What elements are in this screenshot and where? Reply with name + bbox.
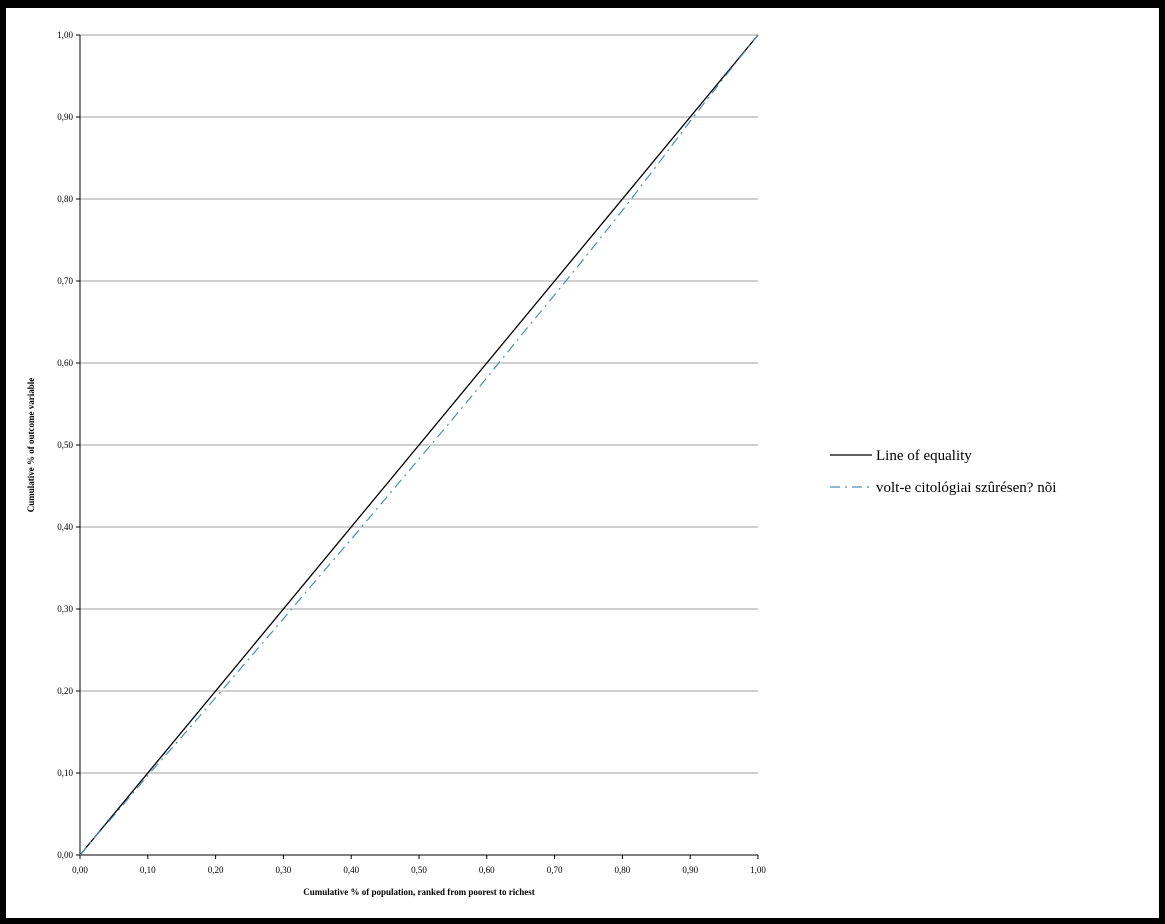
y-tick-label: 0,40	[57, 522, 73, 532]
legend-label-line-of-equality: Line of equality	[876, 448, 972, 464]
x-tick-label: 0,00	[72, 865, 88, 875]
x-tick-label: 0,50	[411, 865, 427, 875]
axes: 0,00 0,10 0,20 0,30 0,40 0,50 0,60 0,70 0,80 0,90…	[57, 30, 766, 875]
legend-label-cytology-screening: volt-e citológiai szûrésen? nõi	[876, 480, 1056, 496]
y-tick-label: 1,00	[57, 30, 73, 40]
y-tick-label: 0,60	[57, 358, 73, 368]
x-axis-title: Cumulative % of population, ranked from …	[303, 887, 534, 897]
x-tick-label: 0,90	[682, 865, 698, 875]
x-tick-label: 0,40	[343, 865, 359, 875]
y-tick-label: 0,80	[57, 194, 73, 204]
series-lines	[79, 34, 759, 856]
y-tick-label: 0,20	[57, 686, 73, 696]
legend: Line of equality volt-e citológiai szûré…	[830, 448, 1056, 496]
y-tick-label: 0,50	[57, 440, 73, 450]
y-tick-label: 0,10	[57, 768, 73, 778]
chart-area: 0,00 0,10 0,20 0,30 0,40 0,50 0,60 0,70 0,80 0,90…	[6, 8, 1159, 918]
x-tick-label: 0,70	[547, 865, 563, 875]
y-tick-label: 0,90	[57, 112, 73, 122]
x-tick-label: 0,30	[276, 865, 292, 875]
y-tick-label: 0,70	[57, 276, 73, 286]
x-tick-label: 0,60	[479, 865, 495, 875]
x-tick-label: 0,10	[140, 865, 156, 875]
y-axis-title: Cumulative % of outcome variable	[26, 378, 36, 512]
x-tick-label: 1,00	[750, 865, 766, 875]
y-tick-label: 0,30	[57, 604, 73, 614]
x-tick-label: 0,80	[615, 865, 631, 875]
gridlines	[80, 34, 758, 774]
y-tick-label: 0,00	[57, 850, 73, 860]
lorenz-concentration-chart: 0,00 0,10 0,20 0,30 0,40 0,50 0,60 0,70 0,80 0,90…	[26, 30, 1056, 897]
series-line-0	[79, 34, 759, 856]
x-tick-label: 0,20	[208, 865, 224, 875]
